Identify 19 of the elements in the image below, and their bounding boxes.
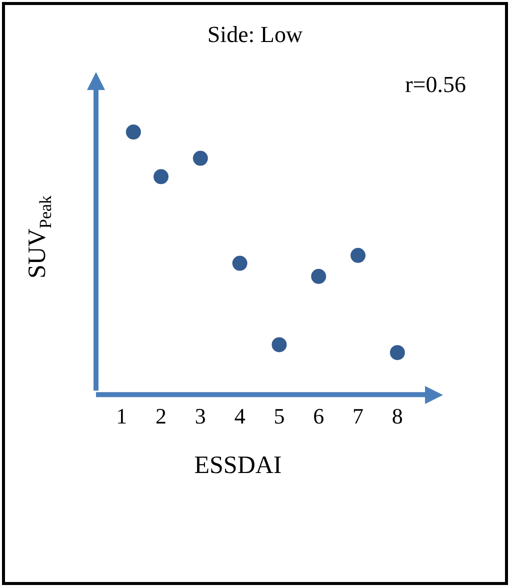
x-tick-label: 8 <box>392 404 403 429</box>
x-tick-label: 4 <box>234 404 246 429</box>
x-tick-label: 3 <box>194 404 206 429</box>
point <box>232 256 248 271</box>
x-tick-label: 2 <box>156 404 167 429</box>
x-tick-label: 6 <box>313 404 324 429</box>
point <box>350 248 366 263</box>
chart-title: Side: Low <box>206 22 304 48</box>
x-tick-label: 5 <box>274 404 285 429</box>
point <box>154 169 169 184</box>
point <box>192 150 208 166</box>
point <box>126 124 141 140</box>
point <box>272 337 287 352</box>
point <box>390 345 405 360</box>
x-tick-label: 1 <box>116 404 128 429</box>
point <box>311 268 326 284</box>
text: r=0.56 <box>405 72 466 98</box>
x-axis-title: ESSDAI <box>193 452 283 480</box>
x-tick-label: 7 <box>352 404 364 429</box>
